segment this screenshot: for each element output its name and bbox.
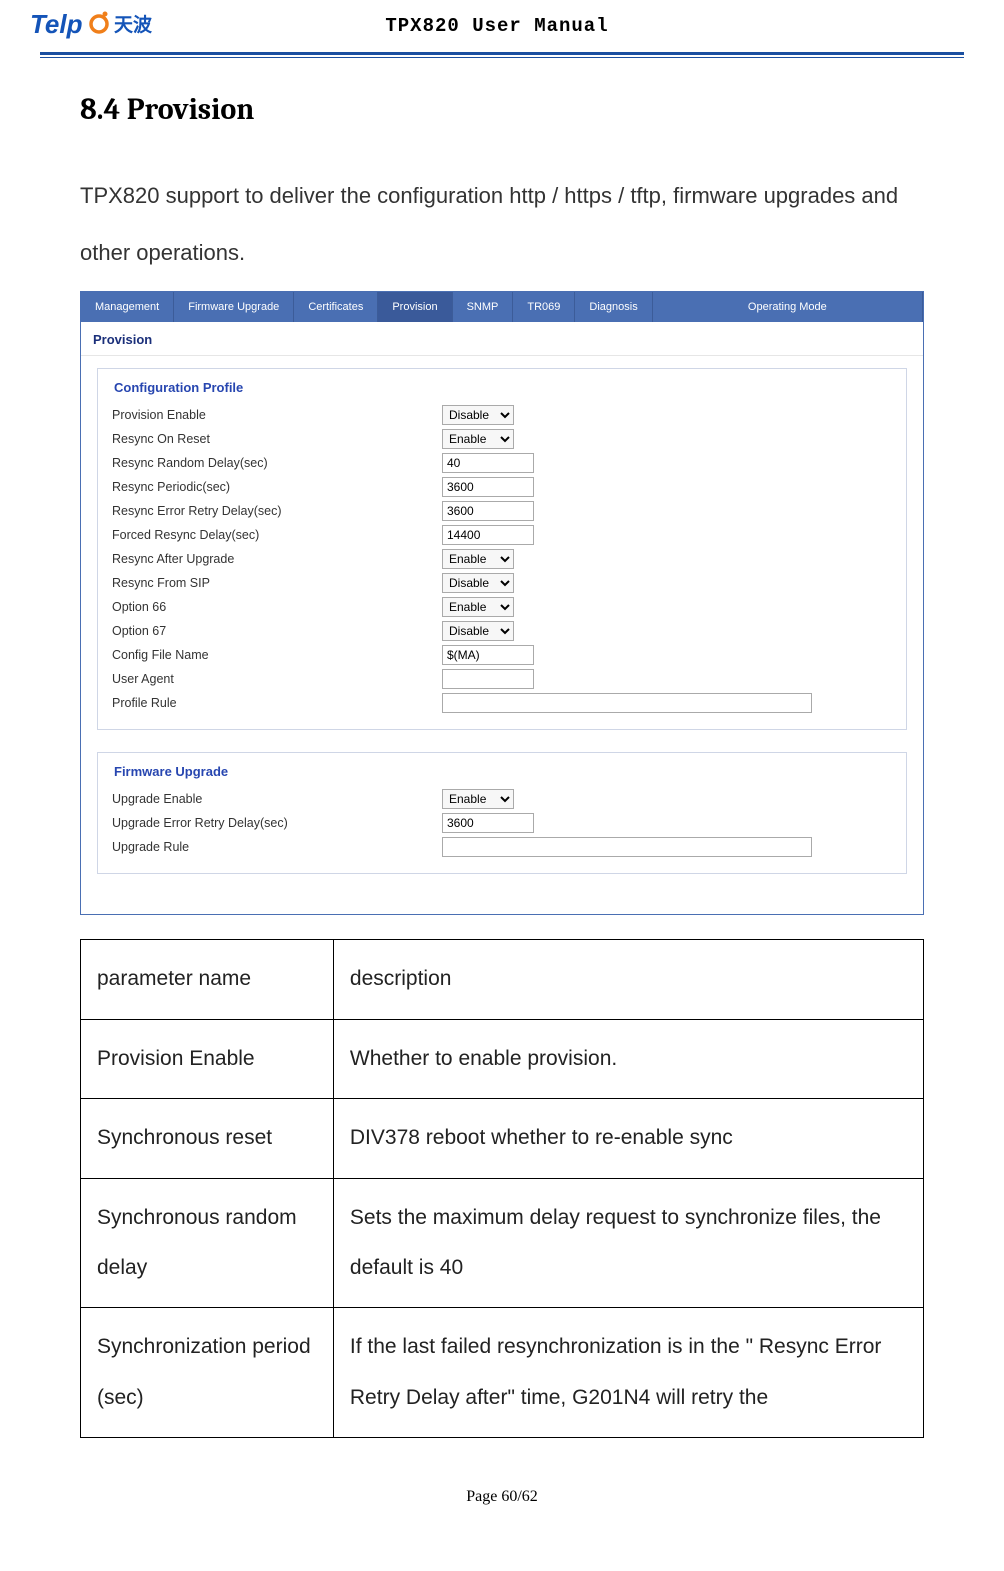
field-label: Resync Periodic(sec): [112, 480, 442, 494]
telpo-logo-icon: Telp 天波: [30, 8, 200, 44]
form-row: Resync After UpgradeEnable: [112, 547, 892, 571]
document-title: TPX820 User Manual: [385, 15, 608, 37]
tab-management[interactable]: Management: [81, 292, 174, 322]
tab-tr069[interactable]: TR069: [513, 292, 575, 322]
input-config-file-name[interactable]: [442, 645, 534, 665]
cell-param-name: Synchronous reset: [81, 1099, 334, 1178]
tab-provision[interactable]: Provision: [378, 292, 452, 322]
form-row: Provision EnableDisable: [112, 403, 892, 427]
select-option-66[interactable]: Enable: [442, 597, 514, 617]
form-row: Option 66Enable: [112, 595, 892, 619]
field-label: User Agent: [112, 672, 442, 686]
select-upgrade-enable[interactable]: Enable: [442, 789, 514, 809]
cell-param-desc: DIV378 reboot whether to re-enable sync: [333, 1099, 923, 1178]
form-row: Resync Random Delay(sec): [112, 451, 892, 475]
field-label: Upgrade Error Retry Delay(sec): [112, 816, 442, 830]
cell-param-name: Provision Enable: [81, 1019, 334, 1098]
select-resync-on-reset[interactable]: Enable: [442, 429, 514, 449]
panel-title: Provision: [81, 322, 923, 356]
input-upgrade-error-retry-delay-sec[interactable]: [442, 813, 534, 833]
form-row: Profile Rule: [112, 691, 892, 715]
input-upgrade-rule[interactable]: [442, 837, 812, 857]
form-row: Upgrade EnableEnable: [112, 787, 892, 811]
form-row: Resync Error Retry Delay(sec): [112, 499, 892, 523]
input-profile-rule[interactable]: [442, 693, 812, 713]
input-forced-resync-delay-sec[interactable]: [442, 525, 534, 545]
provision-screenshot: ManagementFirmware UpgradeCertificatesPr…: [80, 291, 924, 915]
form-row: Forced Resync Delay(sec): [112, 523, 892, 547]
cell-param-desc: If the last failed resynchronization is …: [333, 1308, 923, 1438]
table-row: Synchronization period (sec)If the last …: [81, 1308, 924, 1438]
field-label: Option 66: [112, 600, 442, 614]
field-label: Resync On Reset: [112, 432, 442, 446]
field-label: Upgrade Rule: [112, 840, 442, 854]
brand-logo: Telp 天波: [30, 8, 200, 44]
cell-param-desc: Sets the maximum delay request to synchr…: [333, 1178, 923, 1308]
tab-diagnosis[interactable]: Diagnosis: [575, 292, 652, 322]
page-footer: Page 60/62: [40, 1438, 964, 1526]
cell-param-name: Synchronization period (sec): [81, 1308, 334, 1438]
cell-param-desc: Whether to enable provision.: [333, 1019, 923, 1098]
form-row: Config File Name: [112, 643, 892, 667]
cell-param-name: Synchronous random delay: [81, 1178, 334, 1308]
tab-bar: ManagementFirmware UpgradeCertificatesPr…: [81, 292, 923, 322]
col-header-desc: description: [333, 940, 923, 1019]
page-number: Page 60/62: [466, 1488, 538, 1505]
field-label: Profile Rule: [112, 696, 442, 710]
input-resync-periodic-sec[interactable]: [442, 477, 534, 497]
form-row: Upgrade Rule: [112, 835, 892, 859]
select-resync-from-sip[interactable]: Disable: [442, 573, 514, 593]
form-row: Resync Periodic(sec): [112, 475, 892, 499]
select-provision-enable[interactable]: Disable: [442, 405, 514, 425]
form-row: Resync On ResetEnable: [112, 427, 892, 451]
input-resync-random-delay-sec[interactable]: [442, 453, 534, 473]
select-resync-after-upgrade[interactable]: Enable: [442, 549, 514, 569]
svg-text:Telp: Telp: [30, 9, 83, 39]
form-row: Resync From SIPDisable: [112, 571, 892, 595]
tab-firmware-upgrade[interactable]: Firmware Upgrade: [174, 292, 294, 322]
input-user-agent[interactable]: [442, 669, 534, 689]
field-label: Provision Enable: [112, 408, 442, 422]
svg-text:天波: 天波: [114, 13, 153, 36]
tab-operating-mode[interactable]: Operating Mode: [653, 292, 923, 322]
field-label: Upgrade Enable: [112, 792, 442, 806]
field-label: Resync Error Retry Delay(sec): [112, 504, 442, 518]
table-row: Synchronous resetDIV378 reboot whether t…: [81, 1099, 924, 1178]
field-label: Config File Name: [112, 648, 442, 662]
page-header: Telp 天波 TPX820 User Manual: [40, 0, 964, 50]
tab-snmp[interactable]: SNMP: [453, 292, 514, 322]
parameter-table: parameter namedescriptionProvision Enabl…: [80, 939, 924, 1438]
section-heading: 8.4 Provision: [80, 92, 924, 127]
tab-certificates[interactable]: Certificates: [294, 292, 378, 322]
field-label: Resync Random Delay(sec): [112, 456, 442, 470]
form-row: Upgrade Error Retry Delay(sec): [112, 811, 892, 835]
table-row: Synchronous random delaySets the maximum…: [81, 1178, 924, 1308]
field-label: Option 67: [112, 624, 442, 638]
fieldset-legend: Firmware Upgrade: [110, 764, 232, 779]
fieldset-legend: Configuration Profile: [110, 380, 247, 395]
field-label: Forced Resync Delay(sec): [112, 528, 442, 542]
form-row: Option 67Disable: [112, 619, 892, 643]
field-label: Resync After Upgrade: [112, 552, 442, 566]
fieldset-firmware-upgrade: Firmware UpgradeUpgrade EnableEnableUpgr…: [97, 752, 907, 874]
input-resync-error-retry-delay-sec[interactable]: [442, 501, 534, 521]
section-paragraph: TPX820 support to deliver the configurat…: [80, 167, 924, 281]
form-row: User Agent: [112, 667, 892, 691]
col-header-name: parameter name: [81, 940, 334, 1019]
table-row: Provision EnableWhether to enable provis…: [81, 1019, 924, 1098]
select-option-67[interactable]: Disable: [442, 621, 514, 641]
field-label: Resync From SIP: [112, 576, 442, 590]
fieldset-configuration-profile: Configuration ProfileProvision EnableDis…: [97, 368, 907, 730]
